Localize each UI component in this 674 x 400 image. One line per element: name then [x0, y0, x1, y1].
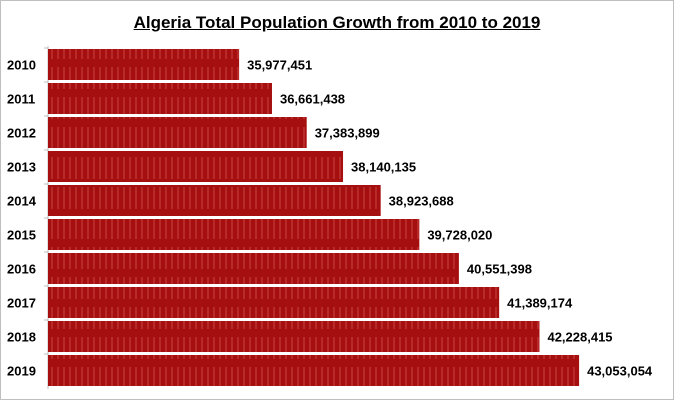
y-tick-label: 2011	[7, 92, 35, 107]
y-tick-label: 2015	[7, 228, 36, 243]
chart-title: Algeria Total Population Growth from 201…	[133, 13, 541, 32]
bar-2011	[48, 83, 272, 114]
bar-2017	[48, 287, 500, 318]
data-label: 40,551,398	[467, 262, 532, 277]
bar-2010	[48, 49, 240, 80]
data-label: 37,383,899	[315, 126, 380, 141]
bar-2014	[48, 185, 381, 216]
bar-2012	[48, 117, 307, 148]
bar-2016	[48, 253, 459, 284]
y-tick-label: 2010	[7, 58, 36, 73]
y-tick-label: 2014	[7, 194, 37, 209]
bar-2019	[48, 355, 580, 386]
y-tick-label: 2017	[7, 296, 36, 311]
bar-2015	[48, 219, 420, 250]
y-tick-label: 2016	[7, 262, 36, 277]
y-tick-label: 2013	[7, 160, 36, 175]
y-tick-label: 2019	[7, 364, 36, 379]
data-label: 41,389,174	[507, 296, 573, 311]
bar-2018	[48, 321, 540, 352]
data-label: 38,140,135	[351, 160, 416, 175]
data-label: 39,728,020	[427, 228, 492, 243]
y-tick-label: 2018	[7, 330, 36, 345]
data-label: 35,977,451	[247, 58, 312, 73]
data-label: 36,661,438	[280, 92, 345, 107]
y-tick-label: 2012	[7, 126, 36, 141]
data-label: 38,923,688	[389, 194, 454, 209]
data-label: 43,053,054	[587, 364, 653, 379]
data-label: 42,228,415	[547, 330, 612, 345]
bar-2013	[48, 151, 344, 182]
